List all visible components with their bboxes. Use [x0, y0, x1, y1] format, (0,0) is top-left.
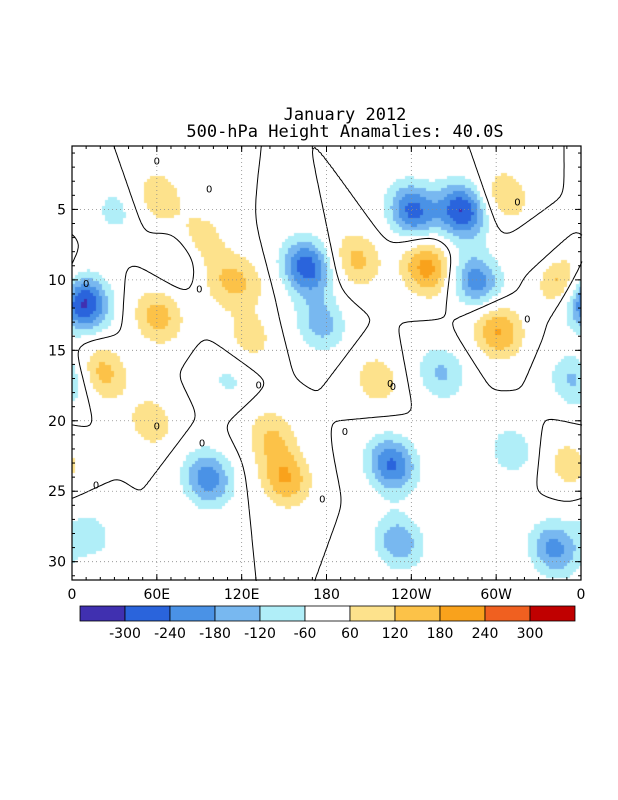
colorbar-swatch: [349, 605, 396, 622]
colorbar-swatch: [169, 605, 216, 622]
colorbar-swatch: [214, 605, 261, 622]
colorbar-swatch: [304, 605, 351, 622]
contour-label: 0: [199, 438, 205, 449]
colorbar-label: -240: [154, 626, 186, 642]
colorbar-swatch: [124, 605, 171, 622]
colorbar-label: 300: [517, 626, 544, 642]
x-tick-label: 60W: [480, 587, 512, 603]
y-tick-label: 5: [57, 202, 66, 218]
colorbar-swatch: [529, 605, 576, 622]
contour-label: 0: [206, 185, 212, 196]
y-tick-label: 30: [48, 555, 66, 571]
colorbar-label: 180: [427, 626, 454, 642]
contour-label: 0: [83, 279, 89, 290]
contour-label: 0: [342, 427, 348, 438]
colorbar-swatch: [259, 605, 306, 622]
x-tick-label: 180: [313, 587, 340, 603]
y-tick-label: 25: [48, 484, 66, 500]
contour-label: 0: [255, 381, 261, 392]
x-tick-label: 60E: [143, 587, 170, 603]
contour-label: 0: [387, 379, 393, 390]
contour-label: 0: [524, 314, 530, 325]
colorbar-swatch: [394, 605, 441, 622]
colorbar: -300 -240 -180 -120 -60 60 120 180 240 300: [79, 605, 576, 642]
colorbar-swatch: [439, 605, 486, 622]
colorbar-label: -60: [294, 626, 317, 642]
colorbar-label: 240: [472, 626, 499, 642]
colorbar-swatch: [484, 605, 531, 622]
x-tick-label: 0: [68, 587, 77, 603]
contour-label: 0: [514, 197, 520, 208]
colorbar-label: 120: [382, 626, 409, 642]
contour-label: 0: [93, 481, 99, 492]
colorbar-label: 60: [341, 626, 359, 642]
colorbar-label: -300: [109, 626, 141, 642]
colorbar-label: -120: [244, 626, 276, 642]
y-tick-label: 20: [48, 414, 66, 430]
chart-title: January 2012: [283, 105, 407, 125]
x-tick-label: 120E: [224, 587, 260, 603]
x-tick-label: 120W: [391, 587, 432, 603]
contour-label: 0: [319, 495, 325, 506]
y-tick-label: 15: [48, 343, 66, 359]
y-tick-label: 10: [48, 273, 66, 289]
x-tick-label: 0: [577, 587, 586, 603]
contour-label: 0: [390, 382, 396, 393]
grid-lines: [72, 146, 581, 580]
chart-subtitle: 500-hPa Height Anamalies: 40.0S: [186, 122, 504, 142]
colorbar-swatch: [79, 605, 126, 622]
colorbar-label: -180: [199, 626, 231, 642]
contour-label: 0: [196, 285, 202, 296]
